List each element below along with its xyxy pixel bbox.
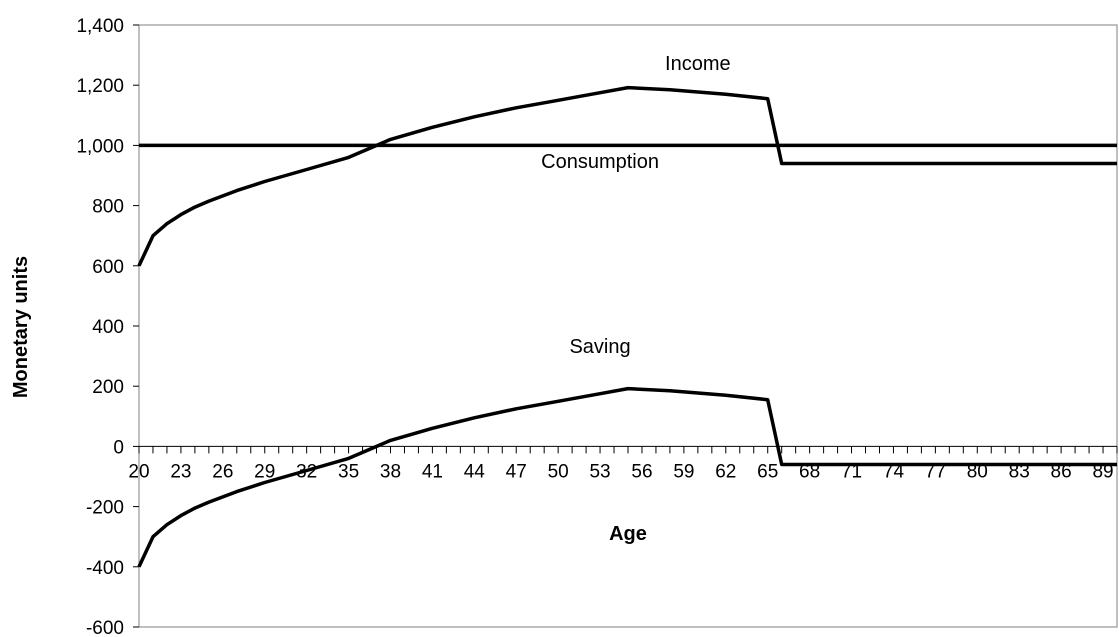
x-tick-label: 80 (967, 461, 988, 482)
x-tick-label: 20 (128, 461, 149, 482)
x-tick-label: 65 (757, 461, 778, 482)
y-tick-label: 1,000 (76, 136, 124, 157)
x-tick-label: 38 (380, 461, 401, 482)
y-axis: -600 -400 -200 0 200 400 600 800 1,000 1,200 1,400 (76, 16, 1118, 637)
y-tick-label: 1,400 (76, 16, 124, 37)
x-tick-label: 62 (715, 461, 736, 482)
series-lines (137, 85, 1117, 568)
annotation-income: Income (665, 53, 731, 75)
y-tick-label: 1,200 (76, 76, 124, 97)
x-tick-label: 50 (548, 461, 569, 482)
x-tick-label: 56 (631, 461, 652, 482)
y-axis-title: Monetary units (10, 256, 32, 398)
y-tick-label: 0 (113, 437, 124, 458)
x-tick-label: 26 (212, 461, 233, 482)
y-tick-label: -600 (86, 618, 124, 637)
series-line-income (137, 85, 1117, 267)
x-tick-label: 29 (254, 461, 275, 482)
annotation-consumption: Consumption (541, 151, 659, 173)
x-tick-label: 41 (422, 461, 443, 482)
x-tick-label: 53 (589, 461, 610, 482)
x-tick-label: 74 (883, 461, 905, 482)
series-annotations: Income Consumption Saving (541, 53, 731, 358)
x-tick-label: 23 (170, 461, 191, 482)
x-tick-label: 35 (338, 461, 359, 482)
annotation-saving: Saving (569, 336, 630, 358)
x-tick-label: 68 (799, 461, 820, 482)
x-tick-label: 71 (841, 461, 862, 482)
series-line-saving (137, 386, 1117, 568)
y-tick-label: 200 (92, 377, 124, 398)
x-tick-label: 59 (673, 461, 694, 482)
x-tick-label: 89 (1092, 461, 1113, 482)
x-tick-label: 77 (925, 461, 946, 482)
x-axis-title: Age (609, 523, 647, 545)
y-tick-label: 600 (92, 257, 124, 278)
x-tick-label: 47 (506, 461, 527, 482)
y-tick-label: 400 (92, 317, 124, 338)
x-tick-label: 86 (1051, 461, 1072, 482)
y-tick-label: -400 (86, 558, 124, 579)
x-tick-label: 44 (464, 461, 486, 482)
y-tick-label: -200 (86, 498, 124, 519)
x-axis: 20 23 26 29 32 35 38 41 44 47 50 53 56 59 62 65 68 71 74 77… (128, 445, 1118, 482)
y-tick-label: 800 (92, 197, 124, 218)
x-tick-label: 83 (1009, 461, 1030, 482)
